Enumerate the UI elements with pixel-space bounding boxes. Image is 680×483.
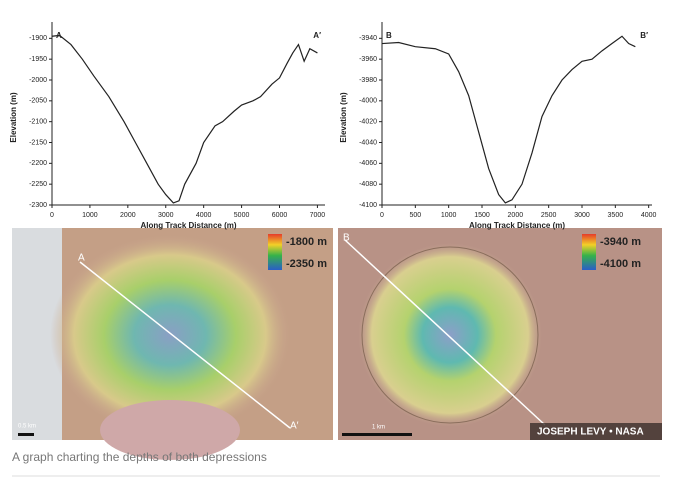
annotation: B [386, 31, 392, 40]
x-tick-label: 1000 [82, 212, 98, 219]
annotation: A′ [313, 31, 321, 40]
credit: JOSEPH LEVY • NASA [537, 427, 644, 438]
y-tick-label: -4000 [359, 98, 377, 105]
y-axis-label: Elevation (m) [339, 92, 348, 143]
y-tick-label: -3960 [359, 56, 377, 63]
annotation: B′ [640, 31, 648, 40]
y-tick-label: -3940 [359, 35, 377, 42]
y-tick-label: -4040 [359, 139, 377, 146]
y-tick-label: -4060 [359, 160, 377, 167]
scale-label: 1 km [372, 425, 385, 431]
map-label: A [78, 253, 85, 264]
scale-label: 0.5 km [18, 424, 36, 430]
x-tick-label: 2000 [508, 212, 524, 219]
y-tick-label: -2150 [29, 139, 47, 146]
y-tick-label: -2250 [29, 181, 47, 188]
map-b [338, 228, 662, 440]
y-tick-label: -3980 [359, 77, 377, 84]
line [51, 34, 318, 204]
x-tick-label: 500 [409, 212, 421, 219]
y-tick-label: -2300 [29, 202, 47, 209]
line [381, 35, 636, 204]
x-axis-label: Along Track Distance (m) [469, 221, 565, 230]
y-tick-label: -4080 [359, 181, 377, 188]
x-tick-label: 1000 [441, 212, 457, 219]
x-tick-label: 3500 [608, 212, 624, 219]
y-tick-label: -4100 [359, 202, 377, 209]
x-tick-label: 4000 [196, 212, 212, 219]
x-tick-label: 3000 [574, 212, 590, 219]
y-tick-label: -2100 [29, 119, 47, 126]
x-tick-label: 7000 [310, 212, 326, 219]
map-label: A′ [290, 421, 299, 432]
y-tick-label: -4020 [359, 119, 377, 126]
x-tick-label: 5000 [234, 212, 250, 219]
y-tick-label: -1900 [29, 35, 47, 42]
x-tick-label: 4000 [641, 212, 657, 219]
x-tick-label: 1500 [474, 212, 490, 219]
y-tick-label: -2050 [29, 98, 47, 105]
legend-max: -3940 m [600, 236, 641, 248]
x-axis-label: Along Track Distance (m) [140, 221, 236, 230]
legend-min: -4100 m [600, 258, 641, 270]
legend-min: -2350 m [286, 258, 327, 270]
legend-max: -1800 m [286, 236, 327, 248]
x-tick-label: 2000 [120, 212, 136, 219]
x-tick-label: 6000 [272, 212, 288, 219]
x-tick-label: 0 [380, 212, 384, 219]
x-tick-label: 3000 [158, 212, 174, 219]
x-tick-label: 2500 [541, 212, 557, 219]
y-tick-label: -2000 [29, 77, 47, 84]
y-tick-label: -1950 [29, 56, 47, 63]
x-tick-label: 0 [50, 212, 54, 219]
caption: A graph charting the depths of both depr… [12, 450, 267, 464]
map-a [12, 228, 333, 460]
y-axis-label: Elevation (m) [9, 92, 18, 143]
y-tick-label: -2200 [29, 160, 47, 167]
map-label: B [343, 233, 350, 244]
